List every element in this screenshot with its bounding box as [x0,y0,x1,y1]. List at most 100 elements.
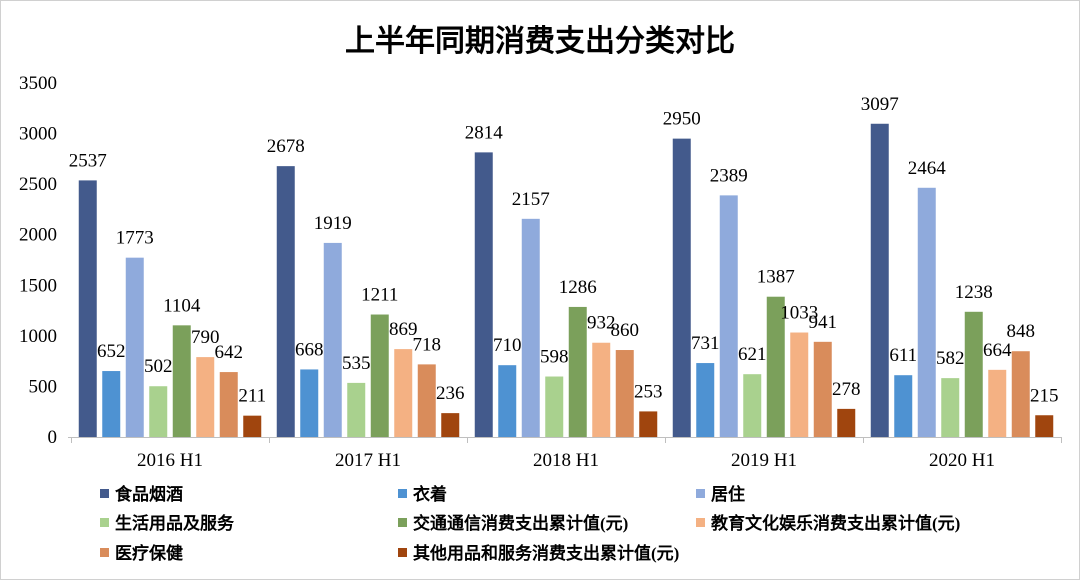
data-label-housing-2018-h1: 2157 [512,189,550,210]
legend-marker [696,518,705,527]
data-label-housing-2020-h1: 2464 [908,158,947,179]
bar-education-culture-entertainment-2018-h1 [592,342,611,437]
data-label-household-goods-services-2016-h1: 502 [144,356,173,377]
data-label-transport-communication-2016-h1: 1104 [163,295,201,316]
data-label-food-tobacco-alcohol-2020-h1: 3097 [861,94,899,115]
y-tick-label: 1000 [19,326,57,347]
bar-housing-2016-h1 [125,257,144,437]
data-label-household-goods-services-2018-h1: 598 [540,347,569,368]
data-label-transport-communication-2019-h1: 1387 [757,267,795,288]
legend-label: 居住 [711,484,745,504]
legend-label: 其他用品和服务消费支出累计值(元) [413,543,679,563]
legend-label: 交通通信消费支出累计值(元) [413,513,628,533]
data-label-clothing-2018-h1: 710 [493,335,522,356]
bar-household-goods-services-2019-h1 [743,374,762,437]
y-tick-label: 2500 [19,174,57,195]
bar-other-goods-services-2019-h1 [837,408,856,437]
bar-household-goods-services-2020-h1 [941,378,960,437]
legend-label: 教育文化娱乐消费支出累计值(元) [710,513,960,533]
legend-label: 食品烟酒 [115,484,183,504]
data-label-education-culture-entertainment-2020-h1: 664 [983,340,1012,361]
data-label-transport-communication-2020-h1: 1238 [955,282,993,303]
data-label-clothing-2017-h1: 668 [295,339,324,360]
legend-item-other-goods-services: 其他用品和服务消费支出累计值(元) [398,543,679,563]
bar-transport-communication-2020-h1 [964,311,983,437]
data-label-clothing-2019-h1: 731 [691,333,720,354]
bar-housing-2019-h1 [719,195,738,437]
y-tick-label: 3000 [19,124,57,145]
data-labels: 2537 2678 2814 2950 3097 652 668 710 731 611 1773 1… [69,94,1059,407]
data-label-other-goods-services-2020-h1: 215 [1030,385,1059,406]
data-label-food-tobacco-alcohol-2017-h1: 2678 [267,136,305,157]
bar-clothing-2018-h1 [498,365,517,437]
y-tick-label: 2000 [19,225,57,246]
bar-education-culture-entertainment-2016-h1 [196,357,215,437]
chart-title: 上半年同期消费支出分类对比 [345,24,735,59]
bar-healthcare-2016-h1 [219,372,238,437]
legend-marker [100,489,109,498]
x-category-label: 2020 H1 [929,450,995,471]
data-label-household-goods-services-2020-h1: 582 [936,348,965,369]
data-label-clothing-2016-h1: 652 [97,341,126,362]
bar-other-goods-services-2020-h1 [1035,415,1054,437]
bar-household-goods-services-2016-h1 [149,386,168,437]
bar-healthcare-2018-h1 [615,350,634,437]
legend-marker [696,489,705,498]
data-label-transport-communication-2018-h1: 1286 [559,277,597,298]
x-category-label: 2017 H1 [335,450,401,471]
legend-label: 医疗保健 [115,543,183,563]
legend-item-food-tobacco-alcohol: 食品烟酒 [100,484,183,504]
legend-item-household-goods-services: 生活用品及服务 [100,513,235,533]
data-label-other-goods-services-2017-h1: 236 [436,383,465,404]
bar-other-goods-services-2016-h1 [243,415,262,437]
bar-transport-communication-2016-h1 [172,325,191,437]
bar-healthcare-2020-h1 [1011,351,1030,437]
x-category-label: 2019 H1 [731,450,797,471]
bar-housing-2020-h1 [917,187,936,437]
bars [78,123,1054,437]
legend-item-housing: 居住 [696,484,745,504]
y-axis: 0 500 1000 1500 2000 2500 3000 3500 [19,73,57,448]
bar-household-goods-services-2018-h1 [545,376,564,437]
legend-marker [100,548,109,557]
legend-label: 衣着 [413,484,447,504]
bar-healthcare-2017-h1 [417,364,436,437]
data-label-housing-2019-h1: 2389 [710,165,748,186]
bar-clothing-2020-h1 [894,375,913,437]
data-label-other-goods-services-2016-h1: 211 [238,386,266,407]
legend-item-clothing: 衣着 [398,484,447,504]
bar-healthcare-2019-h1 [813,341,832,437]
data-label-food-tobacco-alcohol-2019-h1: 2950 [663,109,701,130]
bar-other-goods-services-2017-h1 [441,413,460,437]
data-label-food-tobacco-alcohol-2018-h1: 2814 [465,122,504,143]
bar-transport-communication-2017-h1 [370,314,389,437]
data-label-education-culture-entertainment-2017-h1: 869 [389,319,418,340]
bar-clothing-2019-h1 [696,363,715,437]
data-label-household-goods-services-2019-h1: 621 [738,344,767,365]
x-category-label: 2018 H1 [533,450,599,471]
y-tick-label: 500 [29,376,58,397]
y-tick-label: 3500 [19,73,57,94]
data-label-housing-2017-h1: 1919 [314,213,352,234]
bar-household-goods-services-2017-h1 [347,382,366,437]
bar-housing-2018-h1 [521,218,540,437]
bar-clothing-2017-h1 [300,369,319,437]
bar-clothing-2016-h1 [102,371,121,437]
legend-item-education-culture-entertainment: 教育文化娱乐消费支出累计值(元) [696,513,960,533]
legend-item-healthcare: 医疗保健 [100,543,183,563]
x-axis: 2016 H1 2017 H1 2018 H1 2019 H1 2020 H1 [68,437,1062,471]
bar-food-tobacco-alcohol-2016-h1 [78,180,97,437]
legend-label: 生活用品及服务 [115,513,235,533]
y-tick-label: 1500 [19,275,57,296]
bar-education-culture-entertainment-2019-h1 [790,332,809,437]
legend-marker [398,548,407,557]
data-label-other-goods-services-2018-h1: 253 [634,381,663,402]
data-label-education-culture-entertainment-2016-h1: 790 [191,327,220,348]
bar-education-culture-entertainment-2017-h1 [394,349,413,437]
data-label-education-culture-entertainment-2019-h1: 1033 [780,303,818,324]
bar-transport-communication-2018-h1 [568,306,587,437]
data-label-clothing-2020-h1: 611 [889,345,917,366]
